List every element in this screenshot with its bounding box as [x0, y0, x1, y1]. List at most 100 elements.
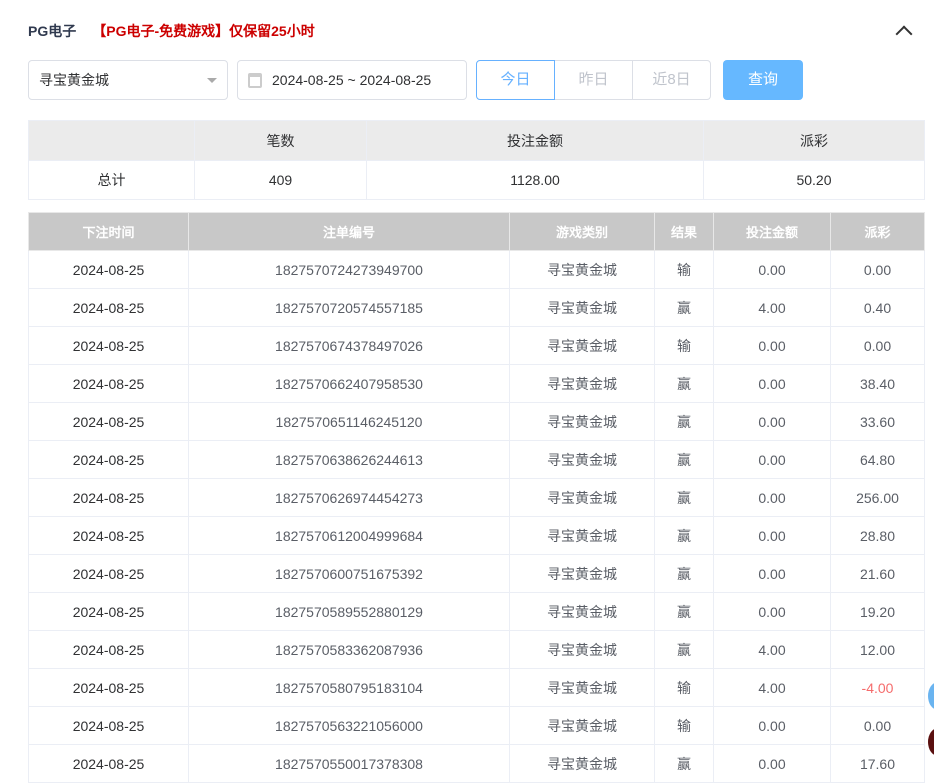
summary-header: 投注金额: [366, 120, 704, 161]
table-cell: 赢: [654, 744, 714, 783]
table-cell: 0.00: [713, 554, 831, 593]
table-row: 2024-08-25 1827570724273949700 寻宝黄金城输 0.00 0…: [28, 250, 925, 289]
table-cell: 2024-08-25: [28, 630, 189, 669]
table-cell: 寻宝黄金城: [509, 630, 655, 669]
table-cell: 1827570626974454273: [188, 478, 510, 517]
table-cell: 输: [654, 706, 714, 745]
table-cell: 寻宝黄金城: [509, 592, 655, 631]
table-cell: 寻宝黄金城: [509, 706, 655, 745]
last-8-days-button[interactable]: 近8日: [632, 60, 711, 100]
column-header: 下注时间: [28, 212, 189, 251]
table-cell: 2024-08-25: [28, 440, 189, 479]
table-cell: 4.00: [713, 630, 831, 669]
table-cell: 寻宝黄金城: [509, 326, 655, 365]
table-row: 2024-08-25 1827570638626244613 寻宝黄金城赢 0.00 6…: [28, 440, 925, 479]
table-cell: 赢: [654, 402, 714, 441]
table-row: 2024-08-25 1827570662407958530 寻宝黄金城赢 0.00 3…: [28, 364, 925, 403]
summary-header: 笔数: [194, 120, 367, 161]
table-cell: 1827570638626244613: [188, 440, 510, 479]
table-row: 2024-08-25 1827570563221056000 寻宝黄金城输 0.00 0…: [28, 706, 925, 745]
table-cell: 1827570612004999684: [188, 516, 510, 555]
table-cell: 1827570720574557185: [188, 288, 510, 327]
table-row: 2024-08-25 1827570720574557185 寻宝黄金城赢 4.00 0…: [28, 288, 925, 327]
table-cell: 0.00: [713, 592, 831, 631]
game-select-value: 寻宝黄金城: [39, 72, 109, 88]
column-header: 结果: [654, 212, 714, 251]
chevron-up-icon[interactable]: [895, 25, 913, 43]
summary-cell: 1128.00: [366, 160, 704, 200]
table-cell: 2024-08-25: [28, 706, 189, 745]
table-cell: 赢: [654, 288, 714, 327]
table-cell: 33.60: [830, 402, 925, 441]
table-cell: 64.80: [830, 440, 925, 479]
table-cell: 寻宝黄金城: [509, 744, 655, 783]
table-cell: 17.60: [830, 744, 925, 783]
table-cell: 1827570674378497026: [188, 326, 510, 365]
table-cell: 1827570651146245120: [188, 402, 510, 441]
summary-cell: 总计: [28, 160, 195, 200]
table-cell: 赢: [654, 478, 714, 517]
table-cell: 1827570550017378308: [188, 744, 510, 783]
table-cell: 12.00: [830, 630, 925, 669]
floating-button[interactable]: [928, 682, 934, 710]
table-row: 2024-08-25 1827570600751675392 寻宝黄金城赢 0.00 2…: [28, 554, 925, 593]
table-cell: 寻宝黄金城: [509, 554, 655, 593]
table-cell: 0.00: [713, 364, 831, 403]
date-range-value: 2024-08-25 ~ 2024-08-25: [272, 72, 432, 88]
table-row: 2024-08-25 1827570674378497026 寻宝黄金城输 0.00 0…: [28, 326, 925, 365]
table-cell: 1827570724273949700: [188, 250, 510, 289]
section-header: PG电子 【PG电子-免费游戏】仅保留25小时: [28, 20, 920, 43]
table-cell: 0.00: [713, 516, 831, 555]
section-title: PG电子: [28, 23, 77, 39]
summary-header: 派彩: [703, 120, 925, 161]
column-header: 游戏类别: [509, 212, 655, 251]
table-cell: 4.00: [713, 668, 831, 707]
notice-text: 【PG电子-免费游戏】仅保留25小时: [92, 23, 315, 39]
table-row: 2024-08-25 1827570583362087936 寻宝黄金城赢 4.00 1…: [28, 630, 925, 669]
summary-table: 笔数 投注金额 派彩 总计 409 1128.00 50.20: [28, 120, 925, 200]
table-cell: 2024-08-25: [28, 326, 189, 365]
date-range-picker[interactable]: 2024-08-25 ~ 2024-08-25: [237, 60, 467, 100]
table-cell: 1827570580795183104: [188, 668, 510, 707]
table-cell: 0.00: [713, 440, 831, 479]
table-row: 2024-08-25 1827570651146245120 寻宝黄金城赢 0.00 3…: [28, 402, 925, 441]
summary-cell: 50.20: [703, 160, 925, 200]
calendar-icon: [248, 73, 262, 88]
table-row: 2024-08-25 1827570580795183104 寻宝黄金城输 4.00-…: [28, 668, 925, 707]
table-cell: 赢: [654, 554, 714, 593]
table-cell: 0.00: [713, 744, 831, 783]
column-header: 投注金额: [713, 212, 831, 251]
yesterday-button[interactable]: 昨日: [554, 60, 633, 100]
table-cell: 4.00: [713, 288, 831, 327]
table-cell: 赢: [654, 364, 714, 403]
table-cell: 0.00: [713, 706, 831, 745]
caret-down-icon: [207, 78, 217, 88]
table-cell: 寻宝黄金城: [509, 440, 655, 479]
game-select[interactable]: 寻宝黄金城: [28, 60, 228, 100]
table-cell: 19.20: [830, 592, 925, 631]
table-cell: 38.40: [830, 364, 925, 403]
table-cell: 寻宝黄金城: [509, 478, 655, 517]
table-row: 2024-08-25 1827570612004999684 寻宝黄金城赢 0.00 2…: [28, 516, 925, 555]
table-row: 2024-08-25 1827570626974454273 寻宝黄金城赢 0.00 2…: [28, 478, 925, 517]
table-cell: 0.40: [830, 288, 925, 327]
column-header: 注单编号: [188, 212, 510, 251]
today-button[interactable]: 今日: [476, 60, 555, 100]
table-cell: 0.00: [830, 326, 925, 365]
bets-table: 下注时间 注单编号 游戏类别 结果 投注金额 派彩 2024-08-25 182757072…: [28, 212, 925, 783]
summary-cell: 409: [194, 160, 367, 200]
table-cell: 输: [654, 250, 714, 289]
table-cell: 寻宝黄金城: [509, 250, 655, 289]
table-cell: 2024-08-25: [28, 592, 189, 631]
table-cell: 2024-08-25: [28, 554, 189, 593]
floating-button[interactable]: [928, 728, 934, 756]
table-cell: 寻宝黄金城: [509, 364, 655, 403]
query-button[interactable]: 查询: [723, 60, 803, 100]
column-header: 派彩: [830, 212, 925, 251]
table-cell: 寻宝黄金城: [509, 288, 655, 327]
table-cell: 1827570563221056000: [188, 706, 510, 745]
table-cell: 2024-08-25: [28, 478, 189, 517]
table-cell: 256.00: [830, 478, 925, 517]
table-cell: 0.00: [713, 478, 831, 517]
table-cell: 1827570662407958530: [188, 364, 510, 403]
